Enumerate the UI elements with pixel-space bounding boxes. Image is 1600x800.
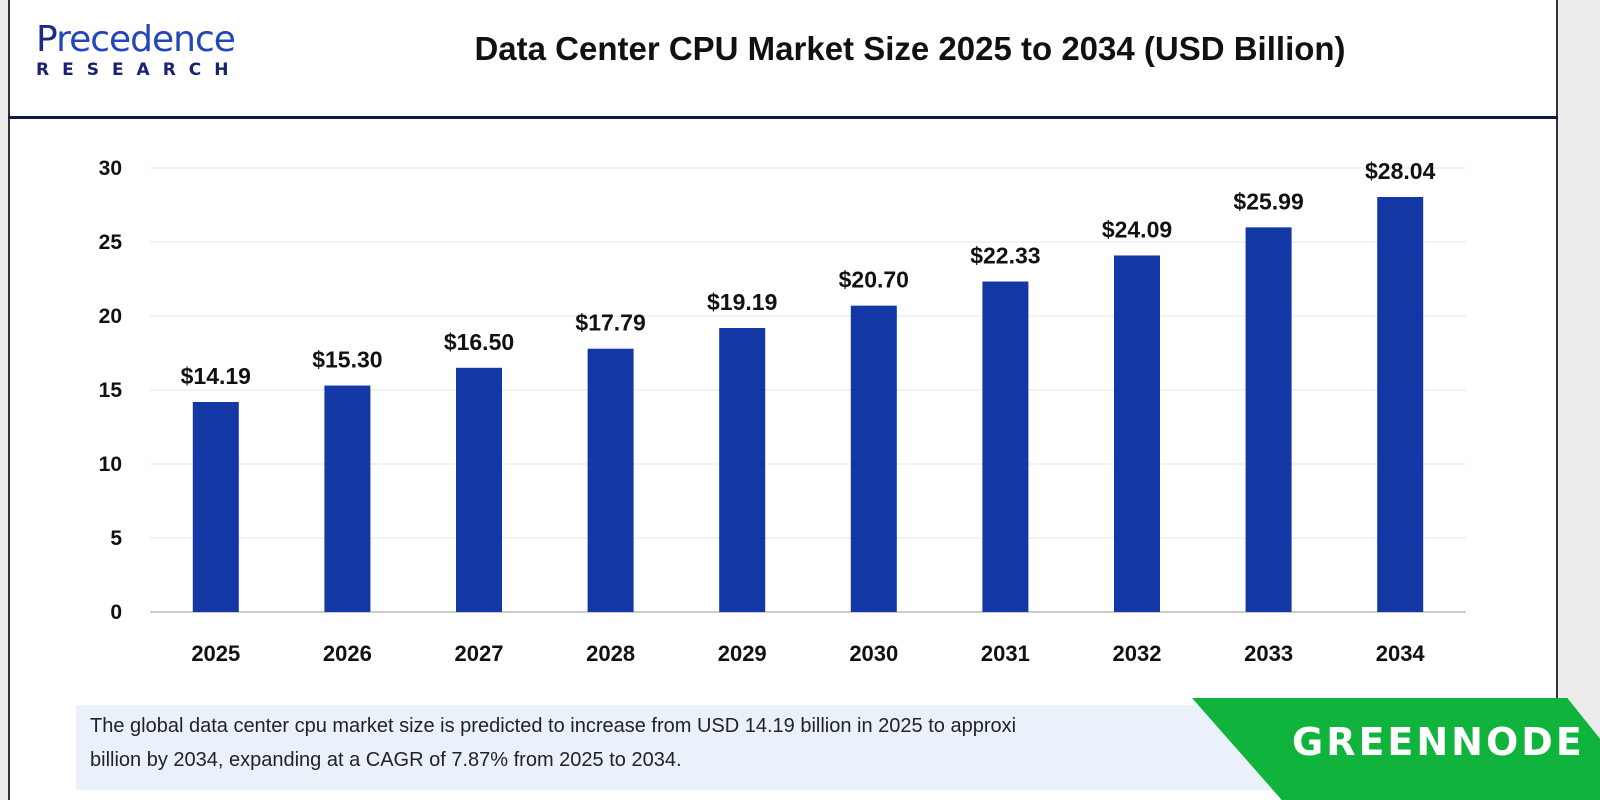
header-divider — [8, 116, 1558, 119]
x-tick-label: 2027 — [455, 641, 504, 666]
bar-2029 — [719, 327, 766, 612]
bar-2033 — [1245, 227, 1292, 612]
bar-2031 — [982, 281, 1029, 612]
bar-2032 — [1114, 255, 1160, 612]
summary-line-1: The global data center cpu market size i… — [90, 715, 1017, 737]
data-label: $15.30 — [312, 347, 382, 373]
y-tick-label: 5 — [110, 527, 122, 550]
bar-2030 — [850, 305, 897, 612]
precedence-research-logo: Precedence RESEARCH — [36, 19, 242, 81]
x-tick-label: 2025 — [191, 641, 240, 666]
data-label: $17.79 — [575, 310, 645, 336]
x-tick-label: 2031 — [981, 641, 1030, 666]
bar-2034 — [1377, 197, 1424, 612]
data-label: $28.04 — [1365, 158, 1436, 184]
logo-initial: P — [36, 19, 57, 60]
bar-2028 — [587, 348, 634, 612]
data-label: $25.99 — [1233, 188, 1303, 214]
y-tick-label: 25 — [99, 231, 123, 254]
x-tick-label: 2033 — [1244, 641, 1293, 666]
y-tick-label: 10 — [99, 453, 122, 476]
logo-word: recedence — [56, 19, 236, 60]
data-label: $20.70 — [839, 267, 909, 293]
x-tick-label: 2032 — [1113, 641, 1162, 666]
x-tick-label: 2034 — [1376, 641, 1426, 666]
greennode-logo-text: GREENNODE — [1292, 720, 1585, 764]
x-tick-label: 2029 — [718, 641, 767, 666]
chart-frame — [8, 0, 1558, 800]
data-label: $19.19 — [707, 289, 777, 315]
data-label: $16.50 — [444, 329, 514, 355]
bar-2026 — [324, 385, 371, 612]
y-tick-label: 0 — [110, 601, 122, 624]
bar-2027 — [456, 367, 502, 612]
data-label: $14.19 — [181, 363, 251, 389]
summary-line-2: billion by 2034, expanding at a CAGR of … — [90, 749, 682, 771]
x-tick-label: 2030 — [849, 641, 898, 666]
y-tick-label: 20 — [99, 305, 122, 328]
y-tick-label: 30 — [99, 157, 122, 180]
logo-subword: RESEARCH — [36, 60, 242, 80]
bar-2025 — [192, 401, 239, 612]
x-tick-label: 2028 — [586, 641, 635, 666]
data-label: $24.09 — [1102, 216, 1172, 242]
y-tick-label: 15 — [99, 379, 123, 402]
x-tick-label: 2026 — [323, 641, 372, 666]
data-label: $22.33 — [970, 243, 1040, 269]
chart-title: Data Center CPU Market Size 2025 to 2034… — [474, 30, 1346, 67]
